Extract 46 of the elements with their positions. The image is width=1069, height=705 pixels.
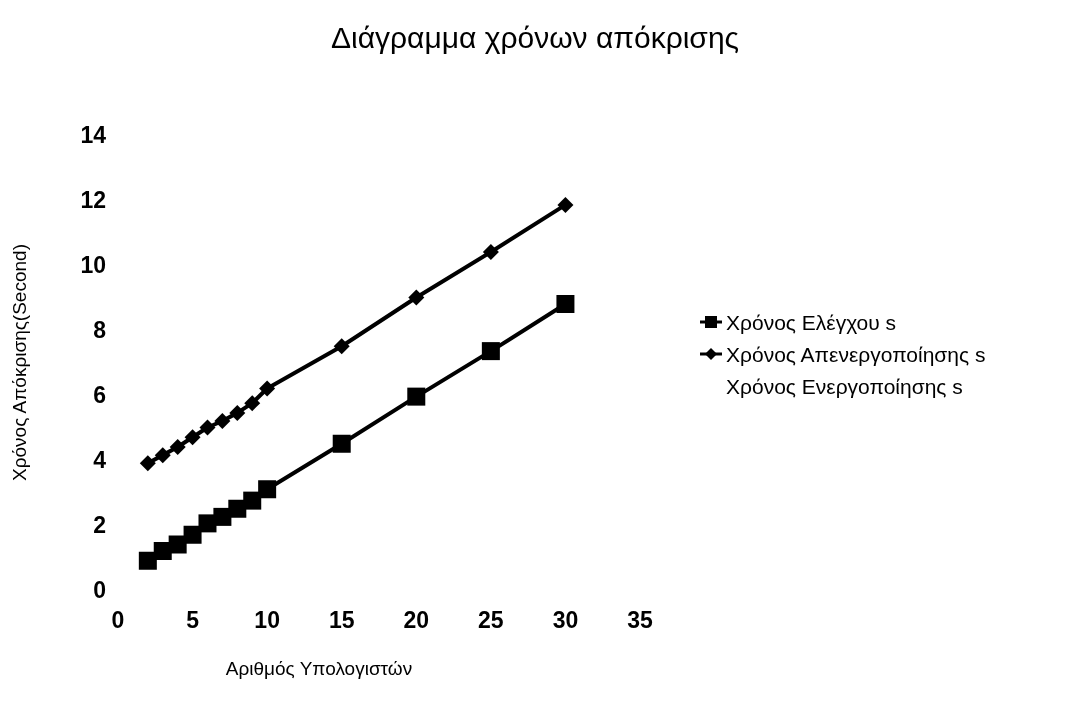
y-tick-label: 8 [93, 317, 107, 343]
x-tick-label: 30 [552, 607, 579, 633]
y-axis-title: Χρόνος Απόκρισης(Second) [9, 244, 30, 481]
text: Χρόνος Ενεργοποίησης s [726, 374, 963, 398]
x-axis-title: Αριθμός Υπολογιστών [225, 658, 413, 679]
point [407, 387, 426, 406]
legend-label: Χρόνος Απενεργοποίησης s [726, 342, 986, 366]
point [556, 295, 575, 313]
x-tick-label: 25 [478, 607, 504, 633]
y-tick-label: 12 [80, 187, 106, 213]
point [139, 455, 156, 472]
y-tick-label: 6 [93, 382, 106, 408]
x-tick-label: 35 [627, 607, 653, 633]
y-tick-label: 2 [93, 512, 106, 538]
y-tick-label: 4 [93, 447, 107, 473]
x-tick-label: 15 [328, 607, 355, 633]
point [138, 551, 157, 570]
point [184, 429, 201, 446]
legend-label: Χρόνος Ελέγχου s [726, 310, 897, 334]
point [243, 491, 262, 510]
point [228, 499, 247, 518]
y-tick-label: 0 [93, 577, 106, 603]
point [183, 525, 202, 544]
point [408, 289, 425, 306]
chart-title: Διάγραμμα χρόνων απόκρισης [330, 21, 740, 54]
point [244, 395, 261, 412]
point [229, 404, 246, 421]
point [213, 507, 232, 526]
x-tick-label: 0 [111, 607, 125, 633]
point [168, 535, 187, 554]
point [259, 380, 276, 397]
point [557, 196, 574, 213]
x-tick-label: 20 [403, 607, 430, 633]
point [481, 342, 500, 361]
y-tick-label: 10 [80, 252, 106, 278]
point [258, 480, 277, 499]
point [169, 439, 186, 455]
point [332, 434, 351, 453]
point [154, 447, 171, 464]
point [214, 413, 231, 429]
y-tick-label: 14 [80, 122, 107, 148]
point [333, 338, 350, 355]
point [482, 244, 499, 260]
x-tick-label: 10 [254, 607, 280, 633]
x-tick-label: 5 [186, 607, 200, 633]
point [199, 419, 216, 436]
